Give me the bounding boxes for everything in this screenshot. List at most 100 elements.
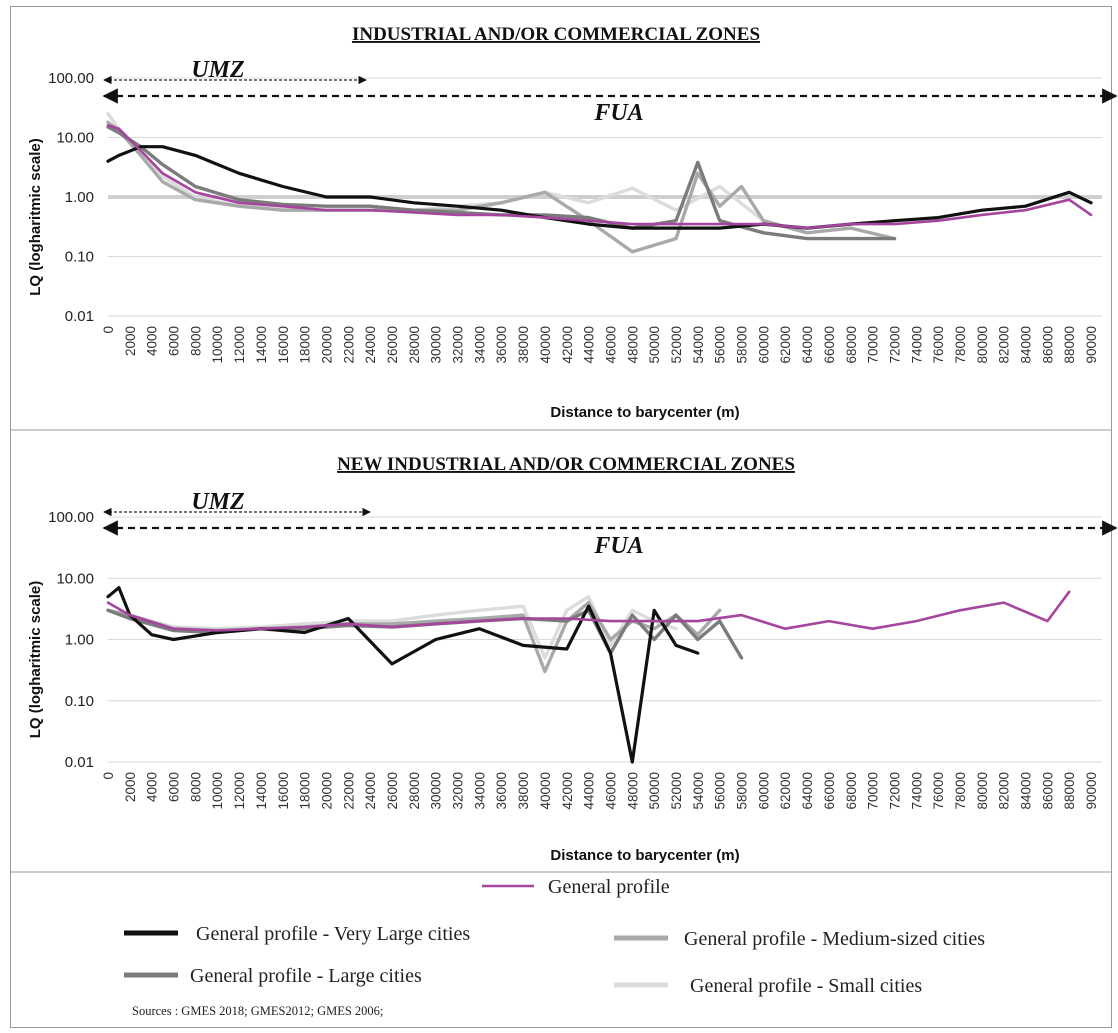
- x-tick-label: 88000: [1062, 326, 1077, 364]
- x-tick-label: 16000: [276, 772, 291, 810]
- x-tick-label: 78000: [953, 772, 968, 810]
- x-tick-label: 22000: [341, 772, 356, 810]
- x-tick-label: 42000: [560, 772, 575, 810]
- sources-note: Sources : GMES 2018; GMES2012; GMES 2006…: [132, 1004, 383, 1018]
- chart-title: INDUSTRIAL AND/OR COMMERCIAL ZONES: [352, 24, 760, 45]
- legend-label: General profile - Small cities: [690, 975, 922, 997]
- x-tick-label: 46000: [603, 326, 618, 364]
- series-line-general-profile-large-cities: [106, 125, 897, 241]
- x-tick-label: 66000: [822, 772, 837, 810]
- x-tick-label: 80000: [975, 772, 990, 810]
- x-tick-label: 74000: [909, 772, 924, 810]
- x-tick-label: 18000: [298, 326, 313, 364]
- x-tick-label: 34000: [472, 772, 487, 810]
- x-tick-label: 12000: [232, 326, 247, 364]
- x-tick-label: 72000: [887, 772, 902, 810]
- x-tick-label: 20000: [319, 772, 334, 810]
- x-tick-label: 82000: [997, 326, 1012, 364]
- x-tick-label: 26000: [385, 326, 400, 364]
- x-tick-label: 48000: [625, 772, 640, 810]
- x-tick-label: 58000: [735, 326, 750, 364]
- x-tick-label: 50000: [647, 326, 662, 364]
- x-tick-label: 14000: [254, 326, 269, 364]
- y-tick-label: 1.00: [65, 189, 94, 206]
- series-line-general-profile: [106, 590, 1071, 632]
- x-tick-label: 4000: [145, 326, 160, 356]
- x-tick-label: 68000: [844, 326, 859, 364]
- legend-label: General profile - Very Large cities: [196, 923, 470, 945]
- fua-label: FUA: [593, 533, 643, 559]
- x-tick-label: 58000: [735, 772, 750, 810]
- y-tick-label: 10.00: [56, 570, 94, 587]
- x-tick-label: 30000: [429, 772, 444, 810]
- legend-label: General profile: [548, 876, 670, 898]
- x-tick-label: 10000: [210, 772, 225, 810]
- x-tick-label: 26000: [385, 772, 400, 810]
- x-tick-label: 22000: [341, 326, 356, 364]
- x-tick-label: 14000: [254, 772, 269, 810]
- x-tick-label: 42000: [560, 326, 575, 364]
- series-line-general-profile-very-large-cities: [106, 145, 1093, 230]
- umz-label: UMZ: [191, 489, 245, 515]
- y-axis-title: LQ (logharitmic scale): [27, 581, 44, 739]
- x-tick-label: 10000: [210, 326, 225, 364]
- x-tick-label: 68000: [844, 772, 859, 810]
- x-tick-label: 70000: [866, 326, 881, 364]
- y-tick-label: 0.10: [65, 249, 94, 266]
- x-tick-label: 28000: [407, 326, 422, 364]
- x-tick-label: 6000: [167, 772, 182, 802]
- x-tick-label: 62000: [778, 326, 793, 364]
- legend: General profile General profile - Very La…: [124, 876, 985, 997]
- x-tick-label: 38000: [516, 772, 531, 810]
- x-tick-label: 72000: [887, 326, 902, 364]
- x-tick-label: 84000: [1019, 326, 1034, 364]
- x-tick-label: 64000: [800, 772, 815, 810]
- x-tick-label: 38000: [516, 326, 531, 364]
- x-tick-label: 74000: [909, 326, 924, 364]
- x-tick-label: 88000: [1062, 772, 1077, 810]
- x-tick-label: 48000: [625, 326, 640, 364]
- series-line-general-profile-medium-sized-cities: [106, 600, 722, 674]
- x-tick-label: 66000: [822, 326, 837, 364]
- x-axis-title: Distance to barycenter (m): [550, 847, 739, 864]
- x-axis-title: Distance to barycenter (m): [550, 404, 739, 421]
- x-tick-label: 62000: [778, 772, 793, 810]
- x-tick-label: 60000: [756, 326, 771, 364]
- y-tick-label: 0.10: [65, 693, 94, 710]
- x-tick-label: 82000: [997, 772, 1012, 810]
- x-tick-label: 76000: [931, 326, 946, 364]
- y-tick-label: 0.01: [65, 754, 94, 771]
- x-tick-label: 2000: [123, 326, 138, 356]
- x-tick-label: 32000: [451, 772, 466, 810]
- x-tick-label: 24000: [363, 772, 378, 810]
- x-tick-label: 56000: [713, 772, 728, 810]
- x-tick-label: 6000: [167, 326, 182, 356]
- series-line-general-profile: [106, 124, 1093, 230]
- x-tick-label: 52000: [669, 326, 684, 364]
- x-tick-label: 64000: [800, 326, 815, 364]
- x-tick-label: 20000: [319, 326, 334, 364]
- x-tick-label: 40000: [538, 326, 553, 364]
- x-tick-label: 50000: [647, 772, 662, 810]
- x-tick-label: 86000: [1040, 772, 1055, 810]
- chart-panel-2: NEW INDUSTRIAL AND/OR COMMERCIAL ZONES 0.…: [27, 454, 1118, 864]
- figure-border: [10, 6, 1112, 1028]
- x-tick-label: 32000: [451, 326, 466, 364]
- x-tick-label: 30000: [429, 326, 444, 364]
- fua-label: FUA: [593, 100, 643, 126]
- x-tick-label: 56000: [713, 326, 728, 364]
- x-tick-label: 34000: [472, 326, 487, 364]
- x-tick-label: 54000: [691, 326, 706, 364]
- x-tick-label: 8000: [188, 772, 203, 802]
- x-tick-label: 28000: [407, 772, 422, 810]
- x-tick-label: 44000: [582, 772, 597, 810]
- x-tick-label: 4000: [145, 772, 160, 802]
- x-tick-label: 46000: [603, 772, 618, 810]
- y-tick-label: 1.00: [65, 632, 94, 649]
- x-tick-label: 60000: [756, 772, 771, 810]
- chart-panel-1: INDUSTRIAL AND/OR COMMERCIAL ZONES 0.01 0.…: [27, 24, 1118, 421]
- x-tick-label: 44000: [582, 326, 597, 364]
- x-tick-label: 40000: [538, 772, 553, 810]
